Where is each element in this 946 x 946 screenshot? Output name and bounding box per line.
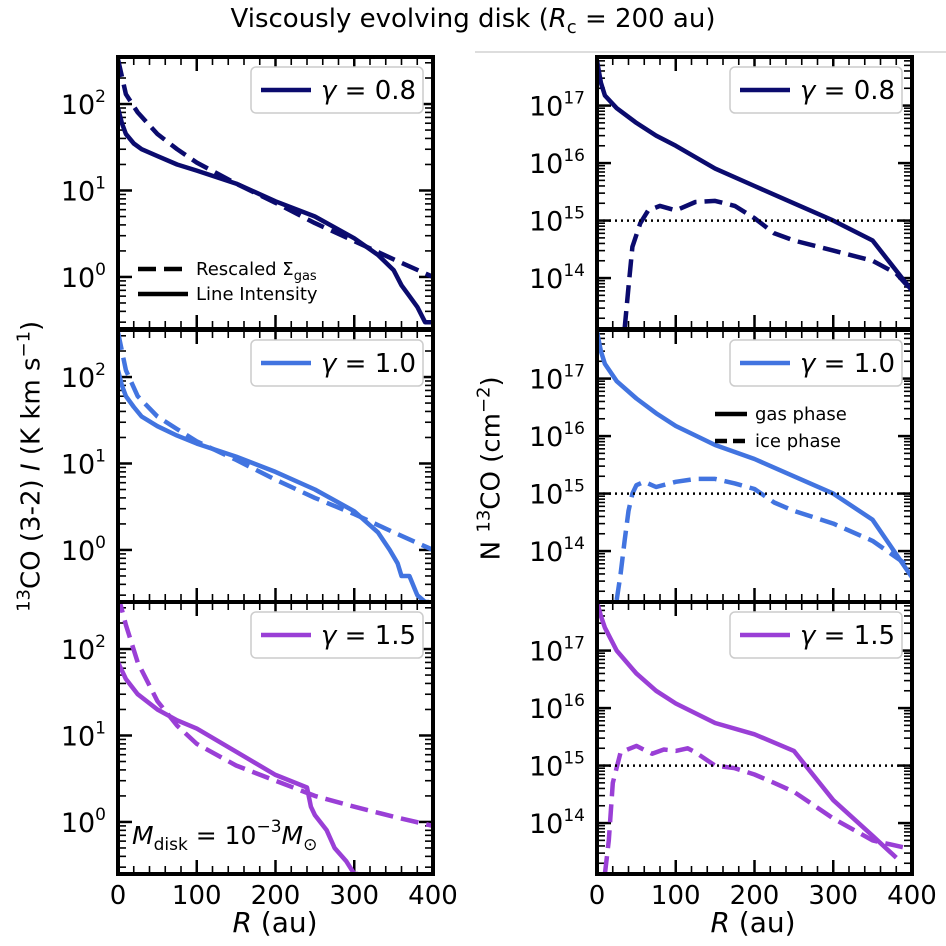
panel-right-top: 1014 1015 1016 1017 γ = 0.8: [529, 55, 914, 331]
x-tick-label: 300: [808, 881, 858, 911]
y-tick-label: 1014: [529, 534, 585, 568]
gamma-label: γ = 0.8: [800, 76, 895, 106]
gamma-label: γ = 1.5: [321, 621, 416, 651]
y-tick-label: 1016: [529, 691, 585, 725]
x-tick-label: 400: [408, 881, 458, 911]
series-ice-phase-line: [602, 743, 912, 874]
gamma-legend: γ = 1.5: [250, 611, 424, 659]
y-tick-label: 1015: [529, 204, 585, 238]
series-group: [597, 60, 912, 329]
gamma-label: γ = 0.8: [321, 76, 416, 106]
series-line-intensity-line: [118, 107, 433, 325]
x-tick-label: 100: [651, 881, 701, 911]
series-gas-phase-line: [597, 60, 912, 293]
series-line-intensity-line: [118, 369, 430, 602]
y-tick-label: 101: [61, 718, 106, 752]
gamma-label: γ = 1.5: [800, 621, 895, 651]
y-tick-label: 1016: [529, 146, 585, 180]
gamma-legend: γ = 1.0: [250, 339, 424, 387]
gamma-label: γ = 1.0: [321, 349, 416, 379]
y-tick-label: 1014: [529, 261, 585, 295]
x-tick-label: 200: [730, 881, 780, 911]
right-y-axis-label: N 13CO (cm−2): [473, 376, 507, 561]
x-tick-label: 300: [329, 881, 379, 911]
y-tick-label: 1015: [529, 477, 585, 511]
series-group: [118, 58, 433, 325]
y-tick-label: 100: [61, 805, 106, 839]
panel-left-middle: 100 101 102 γ = 1.0: [61, 328, 435, 604]
panel-frame: [595, 600, 914, 876]
y-tick-label: 1017: [529, 89, 585, 123]
legend-rescaled: Rescaled Σgas: [196, 259, 317, 284]
y-tick-label: 100: [61, 533, 106, 567]
series-gas-phase-line: [597, 331, 912, 579]
panel-right-middle: 1014 1015 1016 1017 γ = 1.0 gas phase ice phas…: [529, 328, 914, 604]
series-ice-phase-line: [622, 198, 912, 329]
y-tick-label: 102: [61, 360, 106, 394]
y-tick-label: 100: [61, 260, 106, 294]
series-group: [597, 602, 912, 874]
legend-frame: [729, 611, 903, 659]
y-tick-label: 101: [61, 173, 106, 207]
series-group: [118, 331, 433, 602]
legend-frame: [250, 66, 424, 114]
legend-line-intensity: Line Intensity: [196, 284, 318, 305]
panel-frame: [116, 600, 435, 876]
y-tick-label: 102: [61, 87, 106, 121]
legend-frame: [250, 339, 424, 387]
y-tick-label: 101: [61, 446, 106, 480]
x-tick-label: 200: [251, 881, 301, 911]
y-tick-label: 1016: [529, 419, 585, 453]
gamma-legend: γ = 1.0: [729, 339, 903, 387]
legend-ice-phase: ice phase: [755, 431, 841, 452]
gamma-legend: γ = 0.8: [729, 66, 903, 114]
right-x-axis-label: R (au): [710, 906, 796, 939]
panel-left-bottom: 100 101 102 0 100 200 300 400 γ = 1.5 Mdisk = 10−…: [61, 600, 458, 911]
x-tick-label: 0: [589, 881, 606, 911]
legend-frame: [729, 66, 903, 114]
series-line-intensity-line: [118, 661, 359, 874]
y-tick-label: 1015: [529, 749, 585, 783]
y-tick-label: 1017: [529, 362, 585, 396]
series-ice-phase-line: [614, 476, 912, 601]
panel-right-bottom: 1014 1015 1016 1017 0 100 200 300 400 γ = 1.5: [529, 600, 937, 911]
left-x-axis-label: R (au): [232, 906, 318, 939]
legend-frame: [729, 339, 903, 387]
phase-legend: gas phase ice phase: [715, 404, 847, 452]
legend-gas-phase: gas phase: [755, 404, 847, 425]
mdisk-annotation: Mdisk = 10−3M⊙: [132, 817, 317, 855]
gamma-label: γ = 1.0: [800, 349, 895, 379]
x-tick-label: 400: [887, 881, 937, 911]
y-tick-label: 102: [61, 632, 106, 666]
x-tick-label: 100: [172, 881, 222, 911]
series-rescaled-gas-line: [118, 602, 433, 829]
gamma-legend: γ = 0.8: [250, 66, 424, 114]
figure-title: Viscously evolving disk (Rc = 200 au): [230, 4, 716, 39]
series-group: [118, 602, 433, 874]
gamma-legend: γ = 1.5: [729, 611, 903, 659]
series-group: [597, 331, 912, 601]
y-tick-label: 1017: [529, 634, 585, 668]
legend-frame: [250, 611, 424, 659]
x-tick-label: 0: [110, 881, 127, 911]
left-y-axis-label: 13CO (3-2) I (K km s−1): [13, 320, 47, 612]
series-gas-phase-line: [597, 602, 898, 860]
y-tick-label: 1014: [529, 806, 585, 840]
